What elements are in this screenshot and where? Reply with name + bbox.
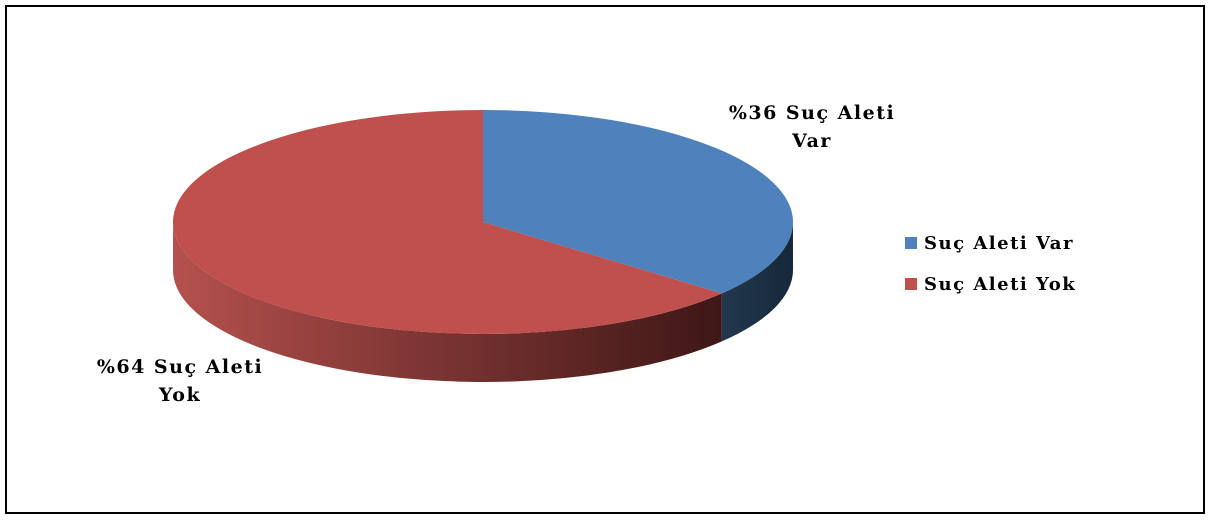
slice-label-yok-line2: Yok <box>158 384 201 406</box>
legend: Suç Aleti Var Suç Aleti Yok <box>905 233 1076 295</box>
pie-slice-var <box>483 110 793 294</box>
pie-side-yok <box>173 222 722 382</box>
pie-side-var <box>721 222 793 342</box>
slice-label-var-line1: %36 Suç Aleti <box>729 102 895 124</box>
slice-label-var-line2: Var <box>791 130 832 152</box>
legend-label-yok: Suç Aleti Yok <box>924 274 1076 295</box>
legend-swatch-var <box>905 237 917 249</box>
slice-label-yok-line1: %64 Suç Aleti <box>97 356 263 378</box>
legend-swatch-yok <box>905 278 917 290</box>
legend-label-var: Suç Aleti Var <box>924 233 1074 254</box>
pie-slice-yok <box>172 110 722 334</box>
